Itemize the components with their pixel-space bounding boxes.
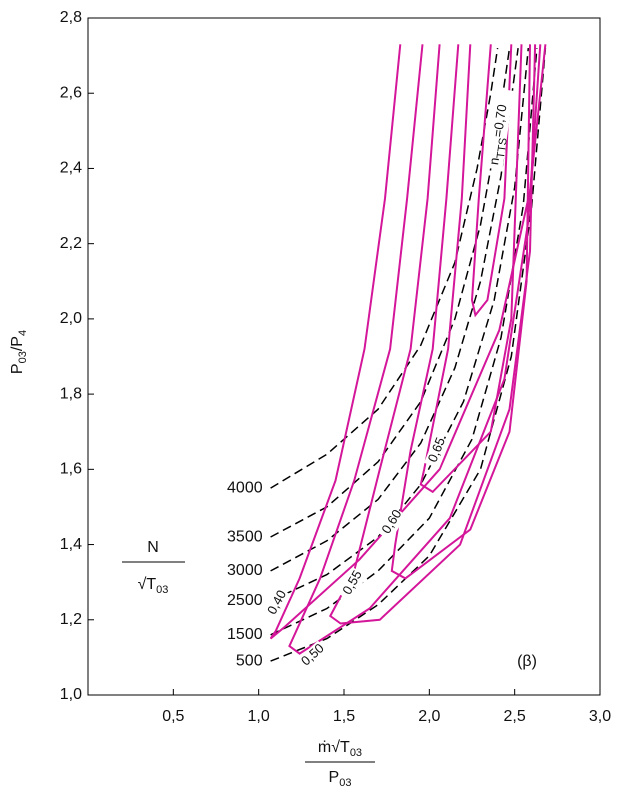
label-part: n bbox=[487, 157, 503, 166]
x-axis-label-numerator: ṁ√T03 bbox=[318, 739, 362, 759]
speed-line-label: 2500 bbox=[227, 592, 263, 609]
label-part: /P bbox=[9, 336, 26, 351]
label-part: =0,70 bbox=[490, 103, 509, 138]
x-tick-label: 0,5 bbox=[162, 708, 184, 725]
label-background bbox=[377, 506, 407, 541]
speed-line bbox=[270, 48, 538, 636]
x-tick-label: 3,0 bbox=[589, 708, 611, 725]
speed-line-label: 4000 bbox=[227, 479, 263, 496]
subscript: 03 bbox=[17, 351, 29, 363]
label-background bbox=[263, 587, 292, 622]
y-axis-label: P03/P4 bbox=[9, 330, 29, 374]
subscript: 03 bbox=[156, 584, 168, 596]
y-tick-label: 1,8 bbox=[60, 385, 82, 402]
panel-label: (β) bbox=[517, 653, 537, 670]
subscript: 03 bbox=[339, 777, 351, 789]
x-tick-label: 2,5 bbox=[504, 708, 526, 725]
y-tick-label: 1,6 bbox=[60, 461, 82, 478]
efficiency-label-text: nTTS=0,70 bbox=[487, 103, 515, 166]
speed-line bbox=[270, 47, 511, 538]
x-tick-label: 1,0 bbox=[248, 708, 270, 725]
efficiency-contour bbox=[288, 44, 542, 655]
efficiency-contour bbox=[329, 44, 537, 625]
speed-label-numerator: N bbox=[147, 539, 159, 556]
efficiency-label: 0,65 bbox=[424, 434, 451, 469]
label-part: P bbox=[9, 363, 26, 374]
label-background bbox=[424, 434, 451, 469]
speed-label-denominator: √T03 bbox=[138, 576, 169, 596]
efficiency-label: nTTS=0,70 bbox=[486, 88, 515, 171]
label-part: ṁ√T bbox=[318, 739, 350, 756]
y-tick-label: 2,8 bbox=[60, 9, 82, 26]
label-background bbox=[295, 640, 329, 673]
y-tick-label: 1,2 bbox=[60, 611, 82, 628]
x-axis-label-denominator: P03 bbox=[329, 769, 352, 789]
label-part: √T bbox=[138, 576, 157, 593]
y-tick-label: 2,0 bbox=[60, 310, 82, 327]
efficiency-contour bbox=[269, 44, 547, 640]
y-tick-label: 1,4 bbox=[60, 536, 82, 553]
speed-line-label: 3500 bbox=[227, 528, 263, 545]
speed-line-label: 500 bbox=[236, 652, 263, 669]
speed-line bbox=[270, 47, 499, 489]
efficiency-contour bbox=[390, 44, 531, 580]
y-tick-label: 1,0 bbox=[60, 686, 82, 703]
speed-line-label: 1500 bbox=[227, 626, 263, 643]
subscript: TTS bbox=[495, 137, 510, 159]
label-background bbox=[338, 567, 367, 602]
y-tick-label: 2,4 bbox=[60, 160, 82, 177]
x-tick-label: 1,5 bbox=[333, 708, 355, 725]
y-tick-label: 2,6 bbox=[60, 84, 82, 101]
x-tick-label: 2,0 bbox=[418, 708, 440, 725]
efficiency-label: 0,50 bbox=[295, 640, 329, 673]
efficiency-contour bbox=[470, 44, 513, 318]
y-tick-label: 2,2 bbox=[60, 235, 82, 252]
speed-line-label: 3000 bbox=[227, 562, 263, 579]
efficiency-contour bbox=[419, 44, 523, 494]
subscript: 4 bbox=[17, 330, 29, 336]
label-part: P bbox=[329, 769, 340, 786]
efficiency-label: 0,55 bbox=[338, 567, 367, 602]
label-background bbox=[486, 88, 514, 171]
subscript: 03 bbox=[350, 747, 362, 759]
